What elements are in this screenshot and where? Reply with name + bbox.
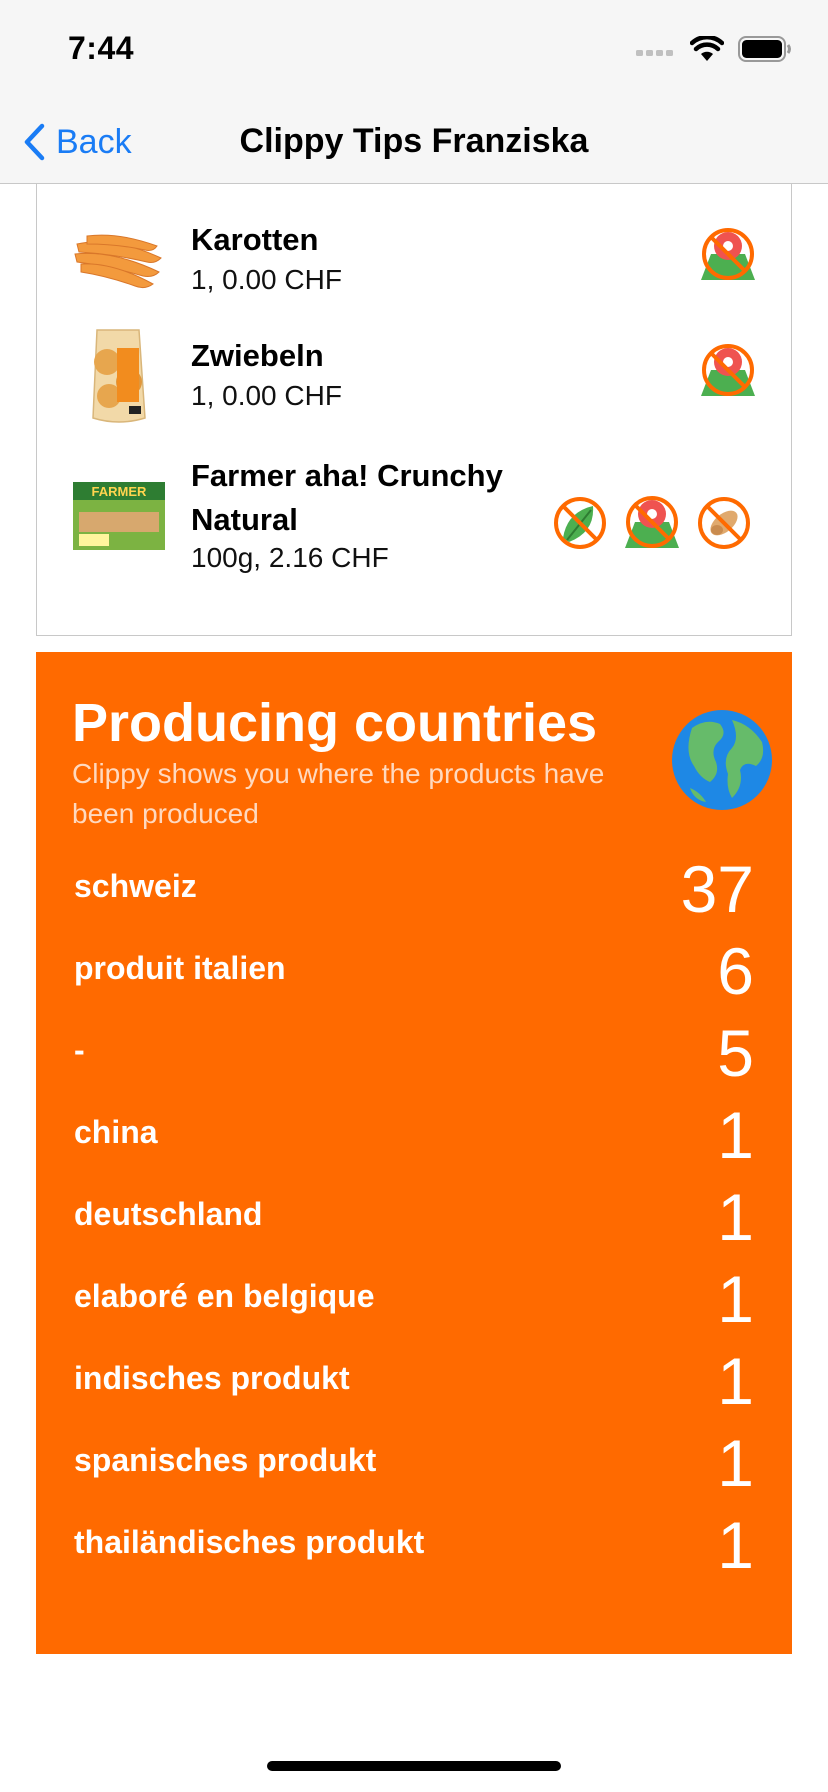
product-name: Karotten: [191, 222, 319, 257]
country-count: 1: [717, 1262, 754, 1336]
wifi-icon: [690, 36, 724, 61]
product-name-continued: Natural: [191, 502, 298, 537]
status-bar: 7:44: [0, 0, 828, 100]
status-icons: [636, 36, 792, 62]
country-row: schweiz 37: [74, 848, 754, 930]
carrots-image: [74, 234, 162, 289]
list-item[interactable]: FARMER Farmer aha! Crunchy Natural 100g,…: [37, 440, 793, 630]
chevron-left-icon: [24, 123, 45, 161]
country-name: schweiz: [74, 868, 197, 904]
farmer-bar-image: FARMER: [73, 482, 165, 550]
country-row: deutschland 1: [74, 1176, 754, 1258]
country-count: 1: [717, 1426, 754, 1500]
country-row: - 5: [74, 1012, 754, 1094]
back-button[interactable]: Back: [22, 118, 132, 166]
section-title: Producing countries: [72, 693, 598, 753]
country-row: indisches produkt 1: [74, 1340, 754, 1422]
no-local-origin-icon: [701, 228, 755, 280]
home-indicator[interactable]: [267, 1761, 561, 1771]
country-row: thailändisches produkt 1: [74, 1504, 754, 1586]
producing-countries-card: Producing countries Clippy shows you whe…: [36, 652, 792, 1654]
status-time: 7:44: [68, 30, 135, 66]
country-name: deutschland: [74, 1196, 263, 1232]
country-count: 1: [717, 1344, 754, 1418]
no-local-origin-icon: [625, 496, 679, 548]
country-name: indisches produkt: [74, 1360, 350, 1396]
country-count: 5: [717, 1016, 754, 1090]
svg-text:FARMER: FARMER: [92, 484, 148, 499]
country-row: china 1: [74, 1094, 754, 1176]
product-list: Karotten 1, 0.00 CHF Zwiebeln 1, 0.00 CH…: [36, 184, 792, 636]
product-name: Zwiebeln: [191, 338, 324, 373]
battery-icon: [738, 36, 791, 62]
product-name: Farmer aha! Crunchy: [191, 458, 503, 493]
no-nuts-icon: [698, 497, 750, 549]
no-vegetable-icon: [554, 497, 606, 549]
country-row: elaboré en belgique 1: [74, 1258, 754, 1340]
country-name: spanisches produkt: [74, 1442, 377, 1478]
country-count: 1: [717, 1180, 754, 1254]
country-name: thailändisches produkt: [74, 1524, 425, 1560]
country-name: -: [74, 1032, 85, 1068]
navigation-bar: Back Clippy Tips Franziska: [0, 100, 828, 184]
country-row: produit italien 6: [74, 930, 754, 1012]
country-name: produit italien: [74, 950, 286, 986]
page-title: Clippy Tips Franziska: [239, 122, 589, 160]
section-subtitle: Clippy shows you where the products have…: [72, 758, 605, 829]
product-detail: 1, 0.00 CHF: [191, 380, 342, 411]
product-detail: 1, 0.00 CHF: [191, 264, 342, 295]
no-local-origin-icon: [701, 344, 755, 396]
country-name: elaboré en belgique: [74, 1278, 375, 1314]
list-item[interactable]: Karotten 1, 0.00 CHF: [37, 184, 793, 316]
country-count: 1: [717, 1098, 754, 1172]
country-row: spanisches produkt 1: [74, 1422, 754, 1504]
back-label: Back: [56, 122, 132, 161]
country-count: 37: [680, 852, 754, 926]
globe-icon: [672, 710, 772, 810]
country-name: china: [74, 1114, 158, 1150]
list-item[interactable]: Zwiebeln 1, 0.00 CHF: [37, 316, 793, 440]
country-count: 6: [717, 934, 754, 1008]
cellular-signal-icon: [636, 50, 673, 56]
product-detail: 100g, 2.16 CHF: [191, 542, 389, 573]
country-count: 1: [717, 1508, 754, 1582]
onions-image: [92, 329, 146, 423]
